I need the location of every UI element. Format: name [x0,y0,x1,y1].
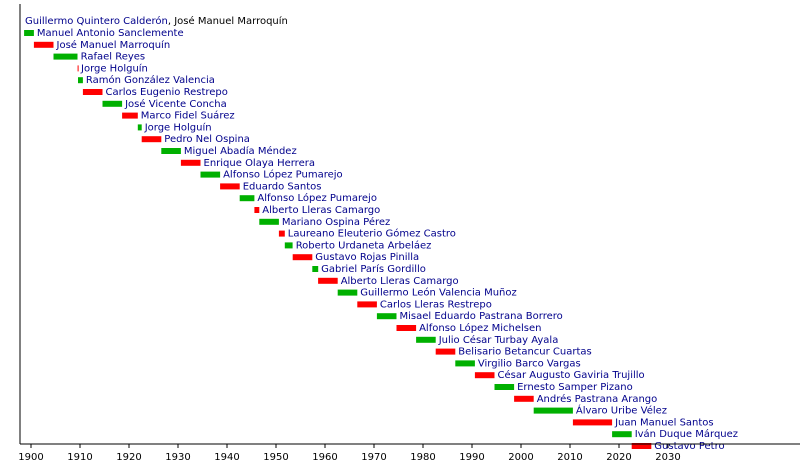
term-label: Alfonso López Pumarejo [257,192,377,204]
x-tick-label: 1950 [263,452,288,463]
term-label: Alfonso López Michelsen [419,322,541,334]
term-label: Iván Duque Márquez [635,428,738,440]
header-name-1: Guillermo Quintero Calderón [25,15,168,27]
term-label: Jorge Holguín [80,62,148,74]
term-bar [612,431,632,438]
term-label: Alfonso López Pumarejo [223,169,343,181]
term-bar [180,159,201,166]
term-bars [24,30,652,449]
term-bar [24,30,34,36]
term-label: Gabriel París Gordillo [321,263,426,275]
term-label: Carlos Lleras Restrepo [380,299,492,310]
x-tick-label: 2010 [557,452,582,463]
term-label: Gustavo Rojas Pinilla [315,252,419,263]
term-label: Laureano Eleuterio Gómez Castro [288,228,456,240]
term-bar [435,348,456,355]
term-bar [141,136,162,143]
term-bar [631,443,652,449]
x-tick-label: 1910 [67,452,92,463]
term-bar [82,89,103,95]
x-tick-label: 2000 [508,452,533,463]
term-bar [337,289,358,296]
term-bar [455,360,475,367]
x-tick-label: 1960 [312,452,337,463]
term-bar [33,41,54,48]
term-bar [514,395,534,402]
term-bar [292,254,313,261]
term-bar [200,171,221,178]
term-label: Andrés Pastrana Arango [537,393,658,405]
term-bar [318,277,338,284]
term-label: Alberto Lleras Camargo [262,205,380,216]
term-label: Guillermo León Valencia Muñoz [360,287,516,299]
x-tick-label: 1980 [410,452,435,463]
term-label: Belisario Betancur Cuartas [458,347,591,358]
x-tick-label: 1940 [214,452,239,463]
term-bar [474,372,495,379]
header-separator: , [168,16,174,27]
term-bar [254,207,260,213]
term-bar [416,336,436,343]
term-label: Virgilio Barco Vargas [478,358,581,369]
term-bar [572,419,613,426]
term-label: José Vicente Concha [124,98,227,110]
term-bar [494,384,515,390]
term-label: Misael Eduardo Pastrana Borrero [400,311,563,322]
term-label: Manuel Antonio Sanclemente [37,28,184,39]
x-tick-label: 1920 [116,452,141,463]
term-bar [122,112,138,119]
term-bar [284,242,293,249]
term-bar [533,407,573,414]
term-label: José Manuel Marroquín [56,39,171,51]
term-bar [396,325,417,331]
term-label: César Augusto Gaviria Trujillo [498,369,645,381]
term-bar [78,77,83,84]
term-label: Gustavo Petro [654,441,724,452]
term-label: Ernesto Samper Pizano [517,382,633,393]
term-label: Miguel Abadía Méndez [184,145,297,157]
header-label: Guillermo Quintero Calderón, José Manuel… [25,15,288,27]
x-tick-label: 1990 [459,452,484,463]
term-label: Ramón González Valencia [86,74,215,86]
term-bar [312,266,319,272]
term-label: Alberto Lleras Camargo [341,276,459,287]
term-label: Julio César Turbay Ayala [438,334,559,346]
term-label: Pedro Nel Ospina [164,134,250,145]
x-tick-label: 2020 [606,452,631,463]
term-label: Carlos Eugenio Restrepo [106,87,228,98]
term-bar [357,301,377,308]
term-label: Álvaro Uribe Vélez [576,404,667,417]
term-label: Eduardo Santos [243,181,322,192]
x-tick-label: 1900 [18,452,43,463]
term-label: Marco Fidel Suárez [141,110,235,122]
term-bar [239,195,255,202]
x-tick-label: 1970 [361,452,386,463]
term-label: Roberto Urdaneta Arbeláez [296,239,432,251]
x-axis: 1900 1910 1920 1930 1940 1950 1960 1970 1980 1990… [18,4,800,463]
term-bar [137,124,142,131]
term-label: Rafael Reyes [81,52,146,63]
term-bar [102,100,123,107]
term-label: Jorge Holguín [144,121,212,133]
term-bar [77,65,79,72]
x-tick-label: 1930 [165,452,190,463]
term-label: Enrique Olaya Herrera [204,158,315,169]
term-bar [220,183,240,190]
term-bar [376,313,397,320]
header-name-2: José Manuel Marroquín [173,15,288,27]
term-label: Mariano Ospina Pérez [282,216,390,228]
term-bar [278,230,285,237]
term-label: Juan Manuel Santos [614,417,714,428]
x-tick-label: 2030 [655,452,680,463]
term-bar [259,218,279,225]
term-bar [53,53,78,60]
term-bar [161,148,181,154]
